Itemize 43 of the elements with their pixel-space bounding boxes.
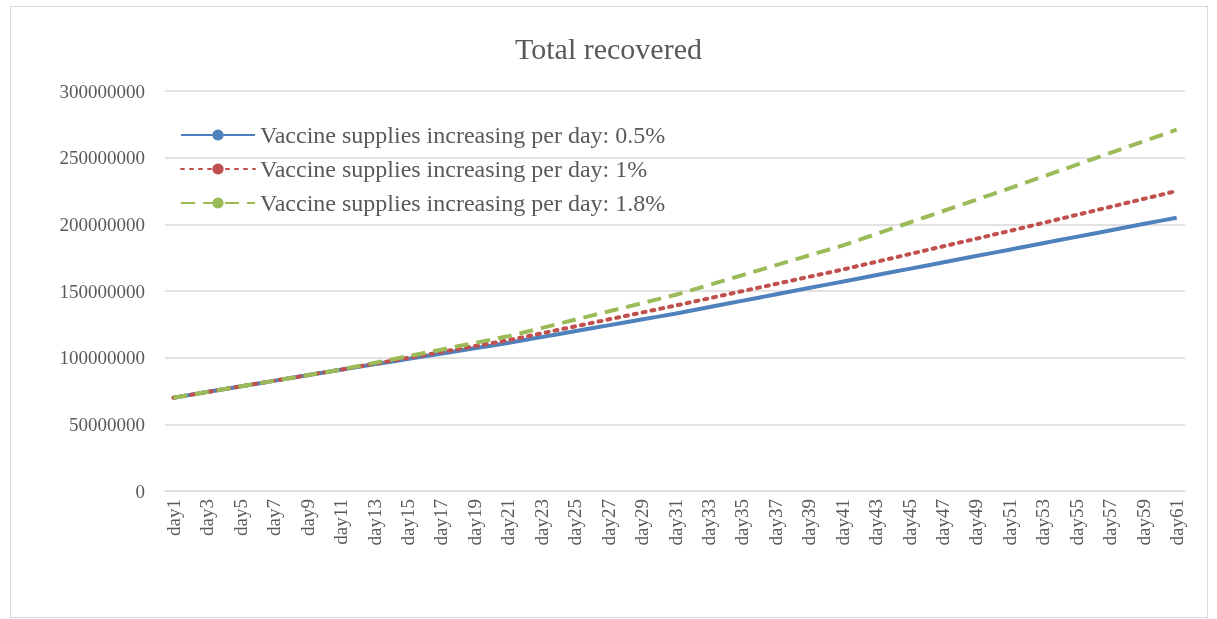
x-tick-label: day23 bbox=[530, 499, 552, 546]
x-tick-label: day51 bbox=[998, 499, 1020, 546]
y-tick-label: 200000000 bbox=[59, 213, 145, 235]
legend-label: Vaccine supplies increasing per day: 0.5% bbox=[260, 122, 666, 148]
y-tick-label: 100000000 bbox=[59, 347, 145, 369]
chart-title: Total recovered bbox=[515, 31, 702, 65]
x-tick-label: day5 bbox=[229, 499, 251, 536]
x-tick-label: day17 bbox=[430, 499, 452, 546]
x-tick-label: day15 bbox=[396, 499, 418, 546]
x-tick-label: day47 bbox=[932, 499, 954, 546]
x-tick-label: day39 bbox=[798, 499, 820, 546]
x-tick-label: day57 bbox=[1099, 499, 1121, 546]
x-tick-label: day27 bbox=[597, 499, 619, 546]
legend-label: Vaccine supplies increasing per day: 1% bbox=[260, 156, 648, 182]
x-tick-label: day1 bbox=[162, 499, 184, 536]
x-tick-label: day25 bbox=[564, 499, 586, 546]
x-tick-label: day3 bbox=[196, 499, 218, 536]
y-tick-label: 50000000 bbox=[69, 413, 145, 435]
x-tick-label: day13 bbox=[363, 499, 385, 546]
x-tick-label: day11 bbox=[330, 499, 352, 545]
x-tick-label: day35 bbox=[731, 499, 753, 546]
y-tick-label: 150000000 bbox=[59, 280, 145, 302]
y-tick-label: 300000000 bbox=[59, 80, 145, 102]
x-tick-label: day19 bbox=[463, 499, 485, 546]
x-tick-label: day31 bbox=[664, 499, 686, 546]
x-tick-label: day33 bbox=[697, 499, 719, 546]
y-tick-label: 250000000 bbox=[59, 147, 145, 169]
x-tick-label: day53 bbox=[1032, 499, 1054, 546]
x-tick-label: day59 bbox=[1132, 499, 1154, 546]
y-tick-label: 0 bbox=[135, 480, 145, 502]
x-tick-label: day45 bbox=[898, 499, 920, 546]
x-tick-label: day55 bbox=[1065, 499, 1087, 546]
x-tick-label: day7 bbox=[263, 499, 285, 536]
x-tick-label: day43 bbox=[865, 499, 887, 546]
x-tick-label: day9 bbox=[296, 499, 318, 536]
x-tick-label: day29 bbox=[631, 499, 653, 546]
x-tick-label: day61 bbox=[1166, 499, 1188, 546]
x-tick-label: day21 bbox=[497, 499, 519, 546]
x-tick-label: day41 bbox=[831, 499, 853, 546]
x-tick-label: day37 bbox=[764, 499, 786, 546]
x-tick-label: day49 bbox=[965, 499, 987, 546]
line-series bbox=[171, 127, 1179, 400]
legend-label: Vaccine supplies increasing per day: 1.8% bbox=[260, 190, 666, 216]
